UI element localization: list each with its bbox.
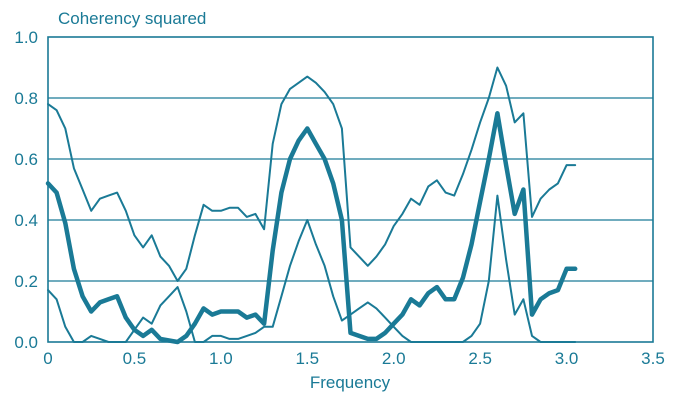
series-line-estimate — [45, 111, 578, 345]
x-tick-labels: 0 0.5 1.0 1.5 2.0 2.5 3.0 3.5 — [43, 349, 665, 368]
x-tick-label: 0 — [43, 349, 52, 368]
x-tick-label: 1.5 — [295, 349, 319, 368]
series-lines — [45, 66, 578, 345]
x-tick-label: 3.0 — [555, 349, 579, 368]
y-tick-label: 0.2 — [14, 272, 38, 291]
y-tick-labels: 0.0 0.2 0.4 0.6 0.8 1.0 — [14, 28, 38, 352]
series-line-lower — [47, 194, 577, 343]
y-tick-label: 0.8 — [14, 89, 38, 108]
plot-frame — [47, 36, 654, 343]
y-tick-label: 0.0 — [14, 333, 38, 352]
x-tick-label: 2.5 — [468, 349, 492, 368]
y-tick-label: 0.6 — [14, 150, 38, 169]
x-tick-label: 3.5 — [641, 349, 665, 368]
series-line-upper — [47, 66, 577, 282]
x-axis-label: Frequency — [310, 373, 391, 392]
y-axis-label: Coherency squared — [58, 9, 206, 28]
x-tick-label: 2.0 — [382, 349, 406, 368]
y-tick-label: 0.4 — [14, 211, 38, 230]
x-tick-label: 1.0 — [209, 349, 233, 368]
x-tick-label: 0.5 — [123, 349, 147, 368]
grid-lines — [48, 97, 653, 282]
y-tick-label: 1.0 — [14, 28, 38, 47]
